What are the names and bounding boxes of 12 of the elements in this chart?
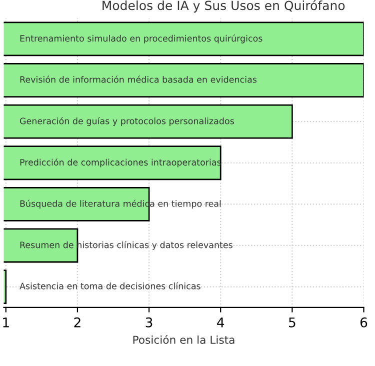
x-tick-label: 6	[360, 317, 368, 328]
x-tick-label: 3	[146, 317, 152, 328]
x-tick-label: 1	[3, 318, 9, 328]
y-tick-label: Entrenamiento simulado en procedimientos quirúrgicos	[20, 34, 262, 44]
x-axis-title: Posición en la Lista	[133, 335, 234, 344]
chart-title: Modelos de IA y Sus Usos en Quirófano	[102, 0, 345, 13]
x-tick-label: 2	[74, 317, 80, 328]
x-tick-label: 5	[289, 318, 296, 328]
x-tick-label: 4	[217, 318, 224, 328]
y-tick-label: Asistencia en toma de decisiones clínicas	[20, 282, 200, 290]
y-tick-label: Generación de guías y protocolos personalizados	[20, 117, 234, 126]
y-tick-label: Revisión de información médica basada en evidencias	[20, 76, 257, 83]
